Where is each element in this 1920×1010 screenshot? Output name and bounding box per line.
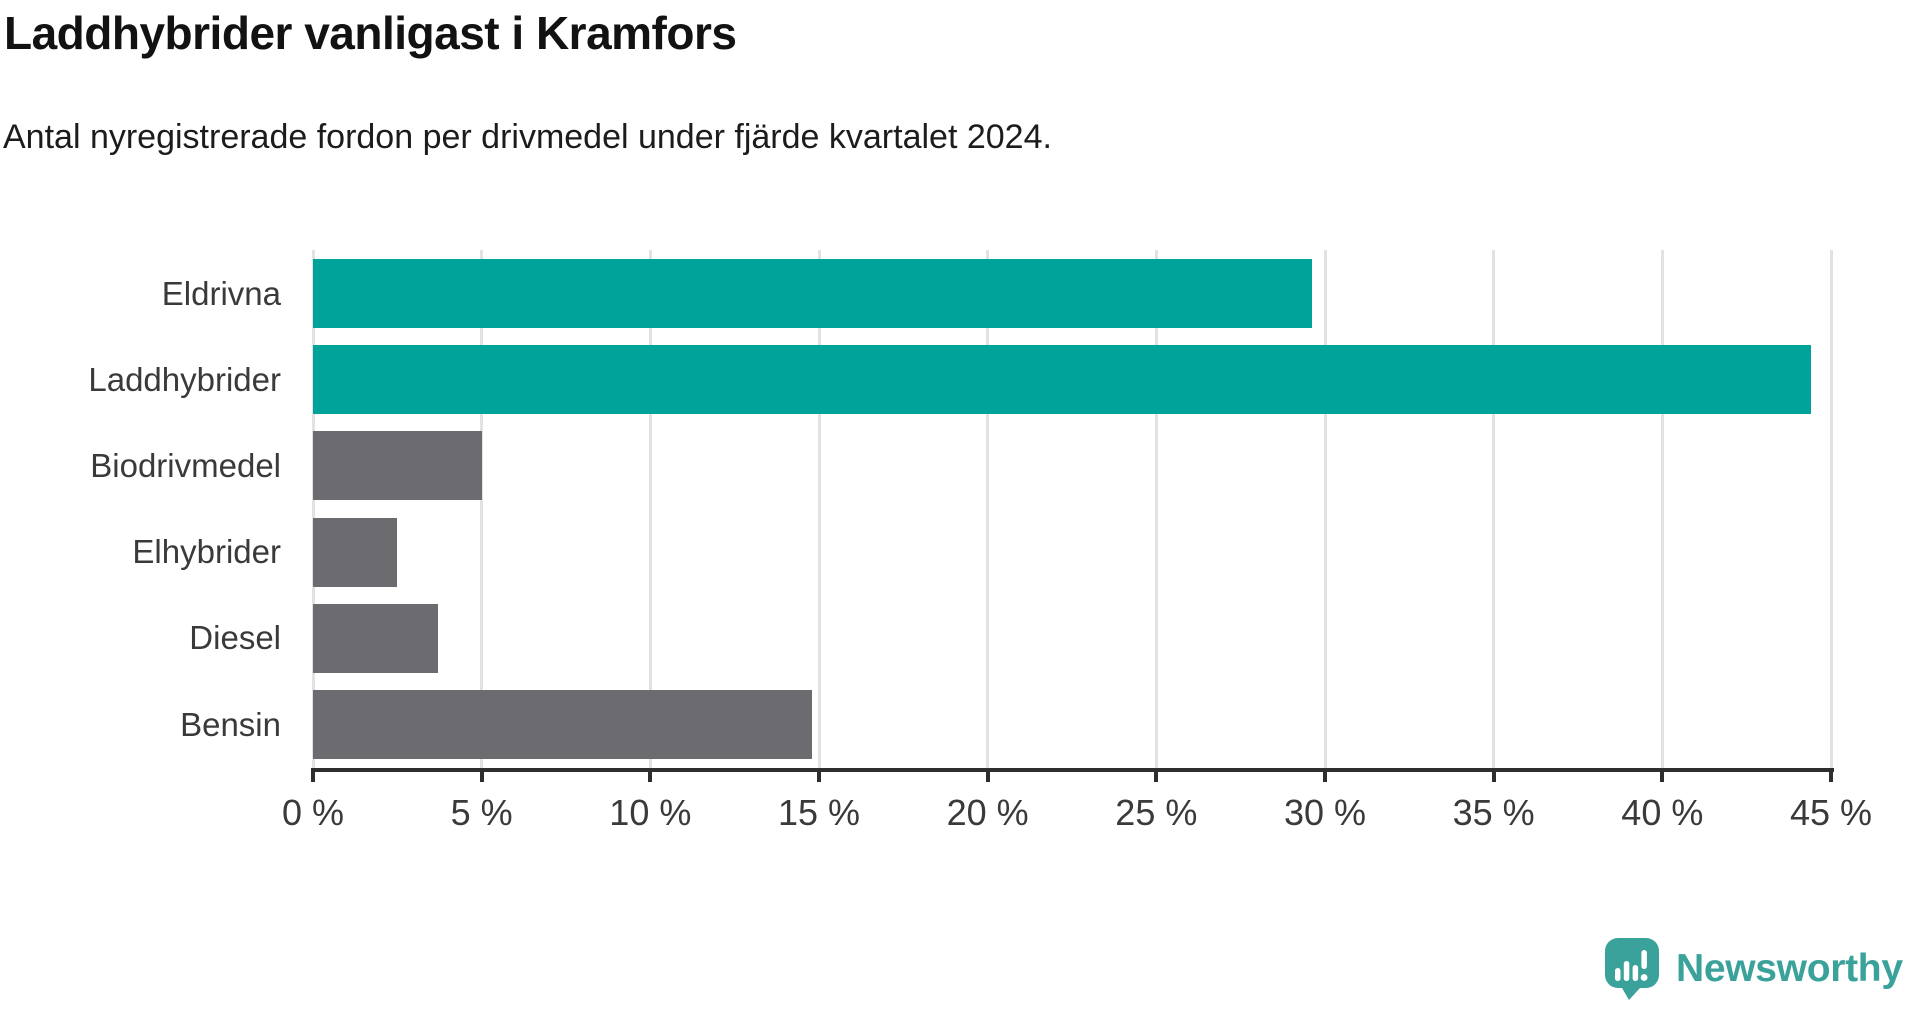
- x-gridline-20: [986, 250, 990, 768]
- logo-mini-bar-3: [1632, 965, 1639, 981]
- y-axis-labels: Eldrivna Laddhybrider Biodrivmedel Elhybrid…: [0, 250, 298, 768]
- x-tick-label-20: 20 %: [946, 792, 1029, 833]
- y-label-biodrivmedel: Biodrivmedel: [90, 446, 281, 484]
- logo-exclamation-dot: [1640, 974, 1648, 981]
- x-tick-label-25: 25 %: [1115, 792, 1198, 833]
- y-label-diesel: Diesel: [189, 619, 281, 657]
- x-tick-20: [985, 770, 990, 782]
- y-label-bensin: Bensin: [180, 705, 281, 743]
- bar-biodrivmedel: [313, 431, 482, 501]
- bar-elhybrider: [313, 517, 398, 587]
- x-gridline-45: [1829, 250, 1833, 768]
- x-tick-25: [1154, 770, 1159, 782]
- logo-exclamation-bar: [1641, 950, 1647, 969]
- chart-subtitle: Antal nyregistrerade fordon per drivmede…: [3, 118, 1052, 156]
- x-tick-label-15: 15 %: [777, 792, 861, 833]
- newsworthy-speech-bubble-icon: [1605, 938, 1659, 1000]
- x-gridline-15: [817, 250, 821, 768]
- x-gridline-5: [480, 250, 484, 768]
- bar-eldrivna: [313, 259, 1312, 328]
- x-gridline-35: [1492, 250, 1496, 768]
- logo-mini-bar-2: [1623, 961, 1630, 981]
- plot-area: [311, 250, 1833, 768]
- x-gridline-25: [1154, 250, 1158, 768]
- x-gridline-40: [1660, 250, 1664, 768]
- x-tick-0: [311, 770, 315, 782]
- x-tick-40: [1660, 770, 1665, 782]
- x-tick-label-10: 10 %: [609, 792, 692, 833]
- x-tick-label-40: 40 %: [1621, 792, 1704, 833]
- x-tick-15: [817, 770, 821, 782]
- y-label-eldrivna: Eldrivna: [161, 274, 281, 312]
- y-label-laddhybrider: Laddhybrider: [88, 360, 281, 398]
- x-tick-label-35: 35 %: [1452, 792, 1535, 833]
- logo-mini-bar-1: [1615, 968, 1621, 981]
- x-tick-45: [1829, 770, 1833, 782]
- y-label-elhybrider: Elhybrider: [132, 533, 281, 571]
- x-tick-label-5: 5 %: [450, 792, 513, 833]
- newsworthy-logo[interactable]: Newsworthy: [1604, 936, 1903, 1002]
- x-tick-35: [1491, 770, 1496, 782]
- bar-bensin: [313, 690, 813, 759]
- x-axis-line: [311, 768, 1834, 772]
- x-gridline-10: [648, 250, 652, 768]
- bar-diesel: [313, 603, 438, 673]
- x-gridline-30: [1323, 250, 1327, 768]
- x-tick-10: [648, 770, 653, 782]
- x-tick-5: [479, 770, 484, 782]
- chart-title: Laddhybrider vanligast i Kramfors: [4, 7, 737, 59]
- x-tick-label-45: 45 %: [1789, 792, 1873, 833]
- bar-laddhybrider: [313, 345, 1811, 415]
- x-gridline-0: [311, 250, 315, 768]
- x-tick-30: [1323, 770, 1327, 782]
- x-tick-label-0: 0 %: [281, 792, 345, 833]
- x-tick-label-30: 30 %: [1283, 792, 1367, 833]
- newsworthy-logo-text: Newsworthy: [1676, 947, 1903, 990]
